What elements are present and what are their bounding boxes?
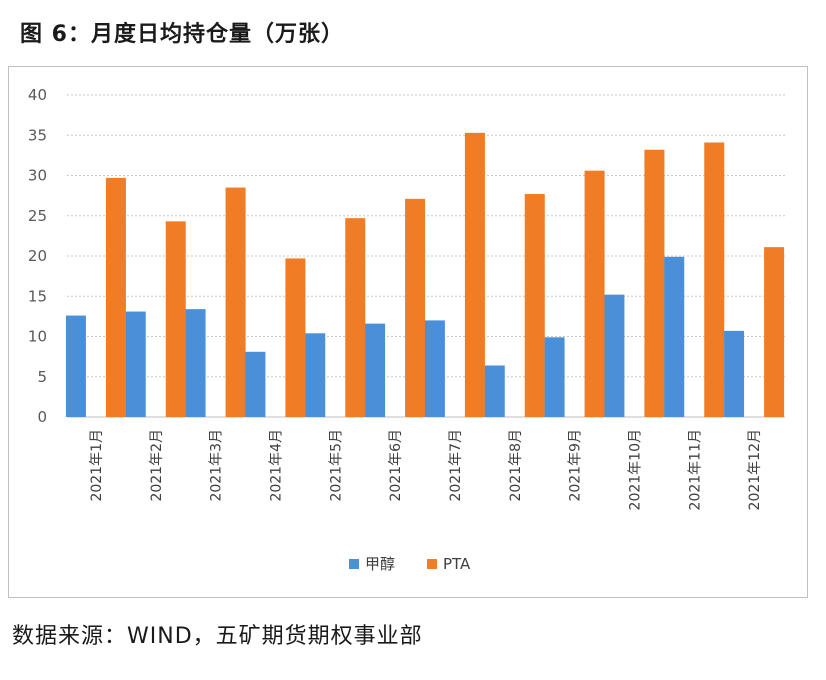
chart-frame: 0 5 10 15 20 25 30 35 40 2021年1月 2021年2月 2021年3月 20… — [8, 66, 808, 598]
x-tick-label: 2021年11月 — [687, 429, 703, 510]
bar-pta — [285, 258, 306, 417]
legend-swatch — [427, 559, 437, 569]
bar-methanol — [604, 294, 625, 417]
y-tick-label: 20 — [28, 247, 47, 265]
x-tick-label: 2021年10月 — [627, 429, 643, 510]
y-tick-label: 30 — [28, 167, 47, 185]
y-tick-label: 10 — [28, 328, 47, 346]
y-tick-label: 35 — [28, 126, 47, 144]
bar-methanol — [544, 337, 565, 417]
x-tick-label: 2021年6月 — [388, 429, 404, 502]
bar-methanol — [65, 315, 86, 417]
bars — [65, 132, 785, 417]
x-tick-label: 2021年3月 — [209, 429, 225, 502]
bar-methanol — [724, 330, 745, 417]
y-tick-label: 15 — [28, 287, 47, 305]
bar-methanol — [484, 365, 505, 417]
bar-pta — [524, 194, 545, 417]
bar-methanol — [365, 323, 386, 417]
legend-swatch — [349, 559, 359, 569]
bar-pta — [165, 221, 186, 417]
bar-pta — [105, 177, 126, 417]
bar-pta — [345, 218, 366, 417]
legend: 甲醇 PTA — [349, 555, 471, 573]
data-source-note: 数据来源：WIND，五矿期货期权事业部 — [12, 624, 423, 649]
chart-title: 图 6：月度日均持仓量（万张） — [20, 22, 344, 47]
x-tick-label: 2021年1月 — [89, 429, 105, 502]
bar-methanol — [664, 256, 685, 417]
x-tick-label: 2021年8月 — [508, 429, 524, 502]
x-tick-label: 2021年4月 — [268, 429, 284, 502]
bar-methanol — [245, 351, 266, 417]
y-tick-label: 25 — [28, 207, 47, 225]
bar-pta — [464, 132, 485, 417]
bar-methanol — [125, 311, 146, 417]
y-tick-label: 0 — [37, 408, 47, 426]
y-tick-label: 5 — [37, 368, 47, 386]
bar-pta — [644, 149, 665, 417]
bar-methanol — [424, 320, 445, 417]
bar-pta — [405, 198, 426, 417]
legend-label: PTA — [443, 555, 471, 573]
y-axis-ticks: 0 5 10 15 20 25 30 35 40 — [28, 86, 47, 426]
bar-methanol — [185, 309, 206, 417]
x-axis-ticks: 2021年1月 2021年2月 2021年3月 2021年4月 2021年5月 2021年… — [89, 429, 763, 510]
bar-pta — [704, 142, 725, 417]
legend-label: 甲醇 — [365, 555, 395, 573]
bar-pta — [225, 187, 246, 417]
x-tick-label: 2021年9月 — [568, 429, 584, 502]
bar-pta — [764, 247, 785, 417]
y-tick-label: 40 — [28, 86, 47, 104]
bar-methanol — [305, 333, 326, 417]
bar-pta — [584, 170, 605, 417]
x-tick-label: 2021年2月 — [149, 429, 165, 502]
x-tick-label: 2021年7月 — [448, 429, 464, 502]
x-tick-label: 2021年5月 — [328, 429, 344, 502]
x-tick-label: 2021年12月 — [747, 429, 763, 510]
